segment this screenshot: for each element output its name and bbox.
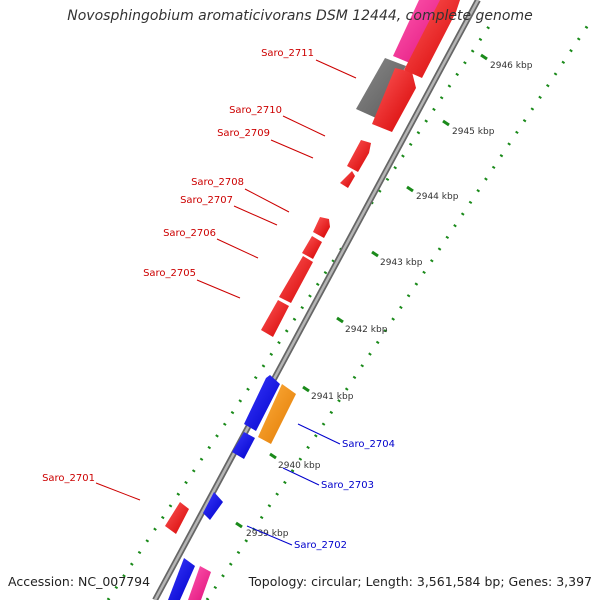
gene-saro-2703a [244,375,280,431]
gene-leader-line [246,525,293,546]
gene-leader-line [270,139,314,159]
gene-saro-2712 [404,0,460,78]
genome-summary: Topology: circular; Length: 3,561,584 bp… [248,574,592,589]
outer-tick-track [106,21,494,600]
gene-label[interactable]: Saro_2710 [229,105,282,116]
gene-saro-2701 [165,502,189,534]
scale-tick [235,521,243,529]
gene-label[interactable]: Saro_2702 [294,540,347,551]
pink-feature-top [393,0,443,66]
gene-leader-line [297,423,341,445]
scale-label: 2942 kbp [345,325,388,335]
scale-tick [336,316,344,324]
gene-leader-line [282,467,320,486]
gene-saro-2709 [340,171,355,188]
gene-leader-line [315,59,357,79]
gene-label[interactable]: Saro_2704 [342,439,395,450]
gene-leader-line [216,238,259,259]
scale-label: 2943 kbp [380,258,423,268]
gene-leader-line [196,279,241,299]
gene-saro-2704 [258,384,296,444]
gene-label[interactable]: Saro_2709 [217,128,270,139]
accession-label: Accession: NC_007794 [8,574,151,589]
scale-label: 2940 kbp [278,461,321,471]
scale-label: 2945 kbp [452,127,495,137]
gene-leader-line [282,115,326,137]
gene-leader-line [244,188,290,213]
scale-label: 2939 kbp [246,529,289,539]
gene-label[interactable]: Saro_2701 [42,473,95,484]
scale-tick [371,250,379,258]
scale-tick [480,53,488,61]
genome-backbone-highlight [153,0,480,600]
gene-saro-2708 [313,217,330,238]
scale-tick [302,385,310,393]
scale-label: 2946 kbp [490,61,533,71]
gene-label[interactable]: Saro_2705 [143,268,196,279]
gene-label[interactable]: Saro_2703 [321,480,374,491]
scale-label: 2944 kbp [416,192,459,202]
gene-label[interactable]: Saro_2707 [180,195,233,206]
gene-saro-2703b [232,432,255,459]
gene-saro-2705 [261,300,289,337]
gene-saro-2702 [203,492,223,520]
scale-label: 2941 kbp [311,392,354,402]
scale-tick [406,185,414,193]
pink-feature-bottom [188,566,211,600]
scale-tick [269,452,277,460]
gene-leader-line [233,205,278,226]
gene-saro-2710 [347,140,371,172]
blue-feature-bottom [168,558,195,600]
gene-saro-2706 [279,256,313,303]
scale-tick [442,119,450,127]
genome-title: Novosphingobium aromaticivorans DSM 1244… [67,8,533,24]
gene-leader-line [95,482,141,501]
gene-label[interactable]: Saro_2706 [163,228,216,239]
gene-label[interactable]: Saro_2708 [191,177,244,188]
gene-saro-2711 [372,68,416,132]
gene-label[interactable]: Saro_2711 [261,48,314,59]
gene-saro-2707 [302,236,322,259]
